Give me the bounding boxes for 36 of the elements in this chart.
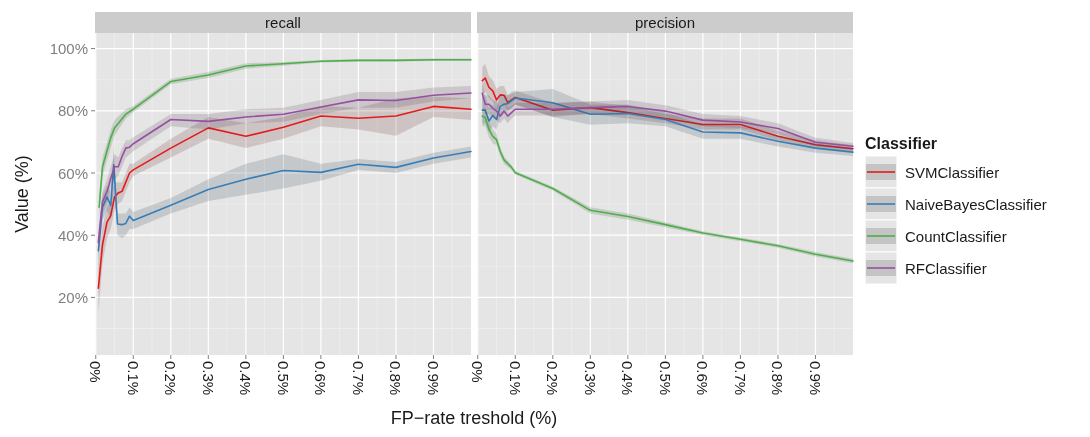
line-series: [97, 105, 472, 289]
x-tick-label: 0.5%: [274, 361, 292, 396]
x-tick-label: 0.1%: [124, 361, 142, 396]
y-axis-title: Value (%): [12, 155, 32, 233]
x-tick-label: 0.8%: [387, 361, 405, 396]
legend-title: Classifier: [865, 135, 938, 152]
legend-label: NaiveBayesClassifier: [905, 195, 1047, 213]
x-tick-label: 0.3%: [581, 361, 599, 396]
x-tick-label: 0.2%: [544, 361, 562, 396]
y-tick-label: 40%: [57, 226, 88, 244]
x-tick-label: 0.5%: [656, 361, 674, 396]
x-tick-label: 0.6%: [694, 361, 712, 396]
y-tick-label: 20%: [57, 288, 88, 306]
x-tick-label: 0.2%: [162, 361, 180, 396]
legend-label: SVMClassifier: [905, 163, 1000, 181]
y-tick-label: 60%: [57, 164, 88, 182]
y-tick-label: 80%: [57, 102, 88, 120]
chart-title: recall: [265, 14, 301, 31]
y-tick-label: 100%: [49, 40, 88, 58]
x-tick-label: 0%: [87, 361, 105, 383]
legend-label: CountClassifier: [905, 227, 1007, 245]
x-tick-label: 0.9%: [806, 361, 824, 396]
x-tick-label: 0.6%: [312, 361, 330, 396]
x-axis-title: FP−rate treshold (%): [390, 408, 558, 428]
x-tick-label: 0.7%: [731, 361, 749, 396]
x-tick-label: 0.1%: [506, 361, 524, 396]
x-tick-label: 0.4%: [619, 361, 637, 396]
chart-title: precision: [634, 14, 696, 31]
x-tick-label: 0%: [469, 361, 487, 383]
x-tick-label: 0.3%: [199, 361, 217, 396]
x-tick-label: 0.8%: [769, 361, 787, 396]
x-tick-label: 0.4%: [237, 361, 255, 396]
x-tick-label: 0.9%: [424, 361, 442, 396]
line-series: [97, 150, 472, 252]
x-tick-label: 0.7%: [349, 361, 367, 396]
legend-label: RFClassifier: [905, 259, 987, 277]
